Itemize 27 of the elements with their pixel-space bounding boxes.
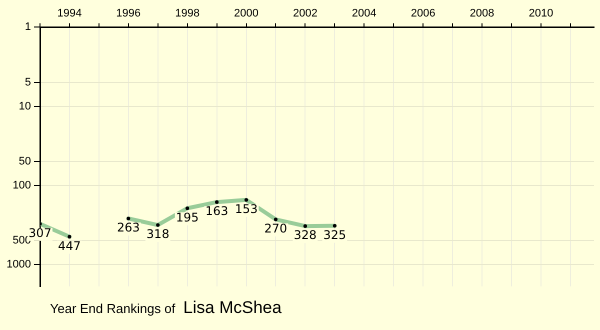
text: Lisa McShea — [183, 298, 282, 317]
y-tick-label: 100 — [12, 179, 31, 192]
y-tick-label: 1 — [24, 21, 31, 34]
data-label: 153 — [234, 202, 258, 216]
x-tick-label: 1996 — [116, 8, 141, 20]
y-tick-label: 10 — [18, 100, 31, 112]
data-label: 307 — [28, 226, 52, 240]
data-label: 163 — [205, 204, 228, 218]
data-label: 447 — [58, 238, 81, 253]
data-label: 270 — [264, 222, 288, 236]
x-tick-label: 2010 — [528, 8, 554, 20]
text: Year End Rankings of — [50, 301, 176, 316]
x-tick-label: 1998 — [175, 8, 200, 20]
y-tick-label: 50 — [18, 156, 31, 168]
x-tick-label: 2002 — [292, 8, 318, 20]
x-tick-label: 2008 — [470, 8, 494, 20]
y-tick-label: 5 — [24, 76, 31, 88]
data-label: 328 — [294, 228, 317, 242]
data-label: 263 — [116, 220, 140, 235]
data-label: 195 — [176, 210, 199, 224]
x-tick-label: 2006 — [410, 8, 436, 20]
data-label: 325 — [323, 228, 346, 242]
x-tick-label: 1994 — [57, 8, 82, 20]
x-tick-label: 2000 — [234, 8, 259, 20]
data-label: 318 — [146, 227, 170, 242]
y-tick-label: 1000 — [6, 258, 31, 270]
x-tick-label: 2004 — [352, 8, 376, 20]
